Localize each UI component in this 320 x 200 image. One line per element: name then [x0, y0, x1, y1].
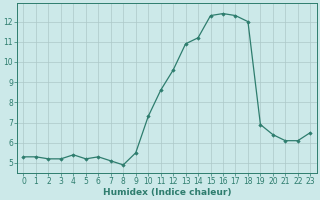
X-axis label: Humidex (Indice chaleur): Humidex (Indice chaleur) — [103, 188, 231, 197]
